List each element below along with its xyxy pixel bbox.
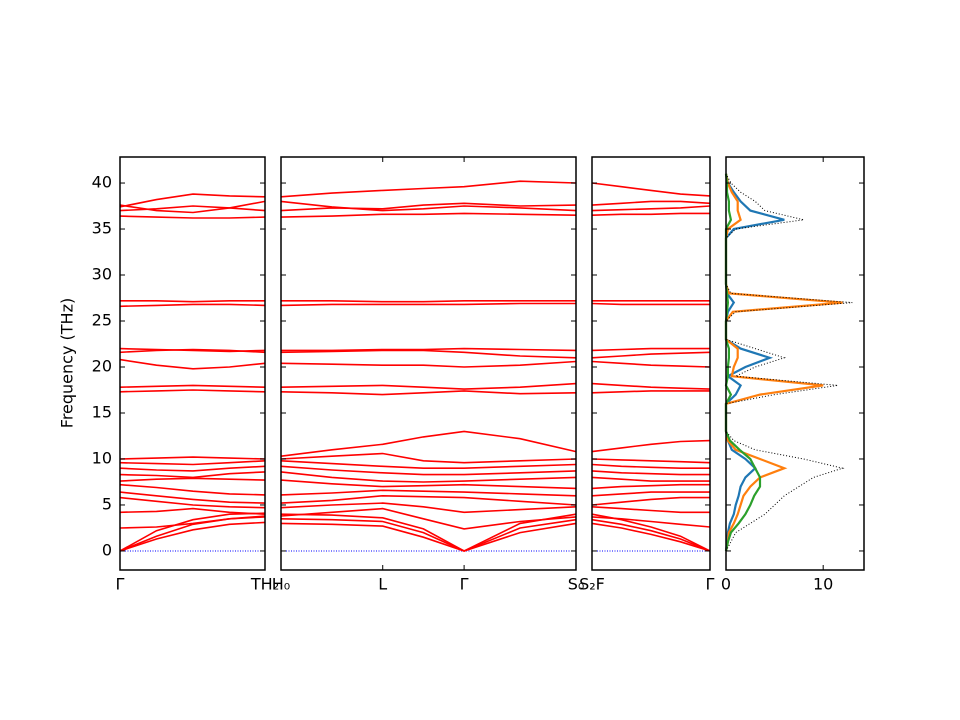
y-tick-label: 35 [92,219,112,238]
band [591,496,710,506]
band [591,360,711,368]
band [280,212,577,218]
band [280,202,577,212]
band [280,349,577,359]
axes-frame [725,156,865,571]
band [591,212,710,216]
band [591,351,711,359]
band [280,430,577,457]
band [119,521,266,552]
x-tick-label: S₂F [579,575,605,594]
band [591,439,711,453]
band [591,476,710,482]
band [119,358,266,370]
band [119,389,266,393]
band [591,516,711,528]
band [119,471,266,479]
band [591,458,711,464]
band [119,512,266,552]
band [591,205,711,212]
band [591,506,710,514]
x-tick-label: S₀ [568,575,585,594]
x-tick-label: TH₂ [250,575,279,594]
x-tick-label: H₀ [272,575,290,594]
band [119,460,266,466]
band [119,507,266,515]
band [120,299,265,303]
band [591,382,711,390]
x-tick-label: Γ [116,575,125,594]
band [280,200,577,212]
axes-frame [119,156,266,571]
band [280,513,577,552]
x-tick-label: 10 [813,575,833,594]
band [281,299,576,303]
band [280,465,577,476]
x-tick-label: L [378,575,387,594]
band [280,489,577,497]
y-tick-label: 25 [92,311,112,330]
x-tick-label: Γ [706,575,715,594]
band [591,390,710,394]
band [119,384,266,388]
band [591,491,710,497]
y-tick-label: 40 [92,173,112,192]
band [119,516,266,552]
band [280,502,577,514]
band [280,180,577,198]
band [119,193,266,208]
band [591,200,711,206]
y-tick-label: 5 [102,494,112,513]
band [280,390,577,396]
band [280,479,577,490]
band [119,465,266,472]
band [591,518,711,552]
band [119,215,266,219]
band [119,456,266,460]
y-tick-label: 10 [92,448,112,467]
band [280,494,577,506]
band [119,515,266,529]
band [119,491,266,504]
band [119,496,266,509]
band [281,347,577,352]
band [119,347,266,353]
y-tick-label: 15 [92,402,112,421]
band [591,470,710,476]
band [280,452,577,464]
band [280,518,577,552]
y-tick-label: 20 [92,356,112,375]
y-tick-label: 0 [102,540,112,559]
band [591,302,710,306]
dos-total [725,173,853,552]
band [119,303,266,308]
x-tick-label: 0 [721,575,731,594]
band [280,382,577,390]
axes-frame [591,156,711,571]
y-tick-label: 30 [92,265,112,284]
band [280,302,576,307]
axes-frame [280,156,577,571]
band [280,507,577,530]
band [119,483,266,496]
band [280,460,577,470]
band [280,360,577,368]
band [591,483,710,490]
dos-partial [724,173,843,552]
band [119,477,266,482]
band [280,522,577,552]
band [591,522,711,552]
band [119,205,266,212]
band [591,347,710,352]
x-tick-label: Γ [460,575,469,594]
band [591,182,711,197]
y-axis-label: Frequency (THz) [58,298,77,428]
band [591,463,710,470]
band [280,471,577,483]
